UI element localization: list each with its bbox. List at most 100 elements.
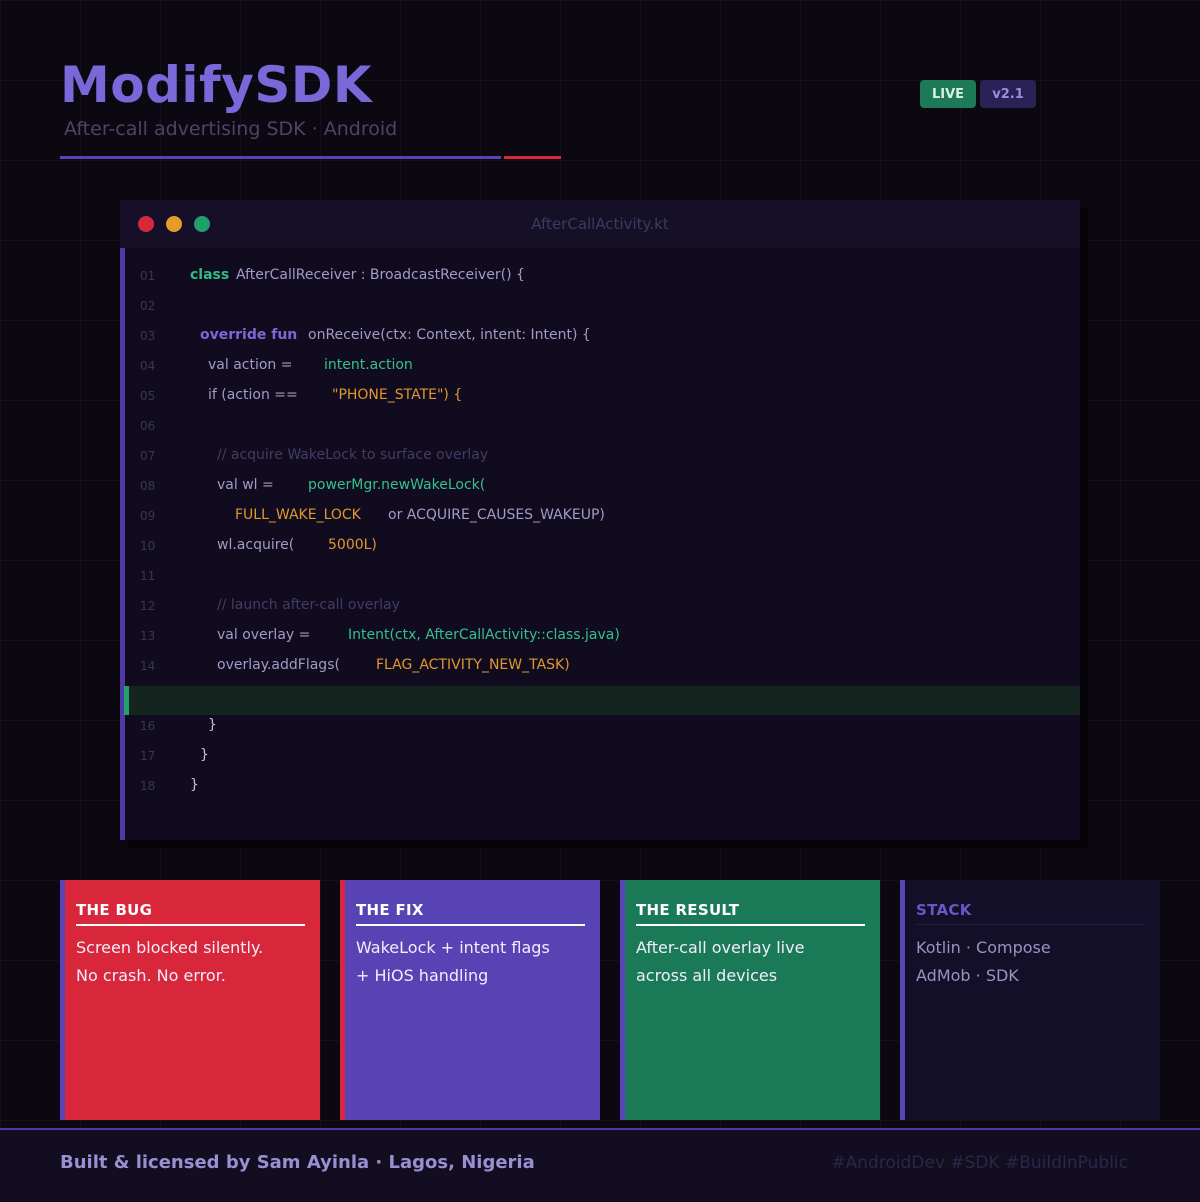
fix-card-line: + HiOS handling [356,966,489,985]
fix-card-line: WakeLock + intent flags [356,938,550,957]
line-number: 07 [140,449,156,463]
code-line: 02 [120,291,1080,321]
stack-card-heading: STACK [916,901,972,919]
close-dot-icon [138,216,154,232]
code-token: if (action == [208,387,298,403]
line-number: 03 [140,329,156,343]
line-number: 13 [140,629,156,643]
line-number: 14 [140,659,156,673]
fix-card: THE FIX WakeLock + intent flags + HiOS h… [340,880,600,1120]
code-token: intent.action [324,357,413,373]
code-line: 05 if (action == "PHONE_STATE") { [120,381,1080,411]
live-badge: LIVE [920,80,976,108]
code-line: 09 FULL_WAKE_LOCK or ACQUIRE_CAUSES_WAKEUP… [120,501,1080,531]
bug-card-line: Screen blocked silently. [76,938,264,957]
page-subtitle: After-call advertising SDK · Android [64,118,398,140]
code-line: 03 override fun onReceive(ctx: Context, in… [120,321,1080,351]
footer-credit: Built & licensed by Sam Ayinla · Lagos, … [60,1152,535,1173]
line-number: 12 [140,599,156,613]
code-token: } [200,747,209,763]
line-number: 01 [140,269,156,283]
code-line: 17} [120,741,1080,771]
page-title: ModifySDK [60,56,373,114]
code-line: 01 class AfterCallReceiver : BroadcastRece… [120,261,1080,291]
line-number: 02 [140,299,156,313]
code-token: // acquire WakeLock to surface overlay [217,447,489,463]
code-line: 07 // acquire WakeLock to surface overlay [120,441,1080,471]
code-line: 12 // launch after-call overlay [120,591,1080,621]
code-token: val overlay = [217,627,311,643]
code-line: 13 val overlay = Intent(ctx, AfterCallActi… [120,621,1080,651]
line-number: 16 [140,719,156,733]
code-token: onReceive(ctx: Context, intent: Intent) … [308,327,591,343]
bug-card: THE BUG Screen blocked silently. No cras… [60,880,320,1120]
line-number: 10 [140,539,156,553]
card-accent-bar [60,880,65,1120]
stack-card-line: AdMob · SDK [916,966,1019,985]
footer: Built & licensed by Sam Ayinla · Lagos, … [0,1128,1200,1202]
line-number: 08 [140,479,156,493]
footer-hashtags: #AndroidDev #SDK #BuildInPublic [831,1153,1128,1173]
code-line: 04 val action = intent.action [120,351,1080,381]
editor-titlebar: AfterCallActivity.kt [120,200,1080,248]
card-divider [636,924,865,926]
code-line: 16} [120,711,1080,741]
bug-card-heading: THE BUG [76,901,153,919]
maximize-dot-icon [194,216,210,232]
code-editor-window: AfterCallActivity.kt 01 class AfterCallRec… [120,200,1080,840]
result-card-line: across all devices [636,966,778,985]
fix-card-heading: THE FIX [356,901,424,919]
line-number: 11 [140,569,156,583]
line-number: 04 [140,359,156,373]
version-badge: v2.1 [980,80,1036,108]
code-token: override fun [200,327,298,343]
highlighted-line-marker [124,686,129,715]
code-token: or ACQUIRE_CAUSES_WAKEUP) [388,507,605,523]
code-token: FLAG_ACTIVITY_NEW_TASK) [376,657,570,673]
code-token: FULL_WAKE_LOCK [235,507,361,523]
result-card-heading: THE RESULT [636,901,740,919]
line-number: 06 [140,419,156,433]
code-line: 14 overlay.addFlags( FLAG_ACTIVITY_NEW_TAS… [120,651,1080,681]
minimize-dot-icon [166,216,182,232]
code-line: 06 [120,411,1080,441]
code-token: val action = [208,357,293,373]
editor-gutter-accent [120,248,125,840]
line-number: 17 [140,749,156,763]
code-token: powerMgr.newWakeLock( [308,477,486,493]
card-accent-bar [340,880,345,1120]
title-underline [60,156,501,159]
code-token: } [190,777,199,793]
card-divider [916,924,1145,925]
code-token: class [190,267,230,283]
bug-card-line: No crash. No error. [76,966,226,985]
stack-card: STACK Kotlin · Compose AdMob · SDK [900,880,1160,1120]
card-divider [356,924,585,926]
line-number: 09 [140,509,156,523]
line-number: 18 [140,779,156,793]
code-token: "PHONE_STATE") { [332,387,463,403]
code-line: 08 val wl = powerMgr.newWakeLock( [120,471,1080,501]
code-token: overlay.addFlags( [217,657,340,673]
code-token: wl.acquire( [217,537,295,553]
result-card: THE RESULT After-call overlay live acros… [620,880,880,1120]
title-underline-accent [504,156,561,159]
code-token: AfterCallReceiver : BroadcastReceiver() … [236,267,525,283]
stack-card-line: Kotlin · Compose [916,938,1051,957]
code-line: 11 [120,561,1080,591]
card-accent-bar [620,880,625,1120]
card-accent-bar [900,880,905,1120]
code-token: // launch after-call overlay [217,597,400,613]
code-token: 5000L) [328,537,377,553]
code-token: } [208,717,217,733]
code-token: Intent(ctx, AfterCallActivity::class.jav… [348,627,620,643]
highlighted-line [124,686,1080,715]
card-divider [76,924,305,926]
code-token: val wl = [217,477,274,493]
editor-filename: AfterCallActivity.kt [531,215,669,233]
code-line: 18} [120,771,1080,801]
code-line [120,681,1080,711]
line-number: 05 [140,389,156,403]
code-line: 10 wl.acquire( 5000L) [120,531,1080,561]
result-card-line: After-call overlay live [636,938,805,957]
